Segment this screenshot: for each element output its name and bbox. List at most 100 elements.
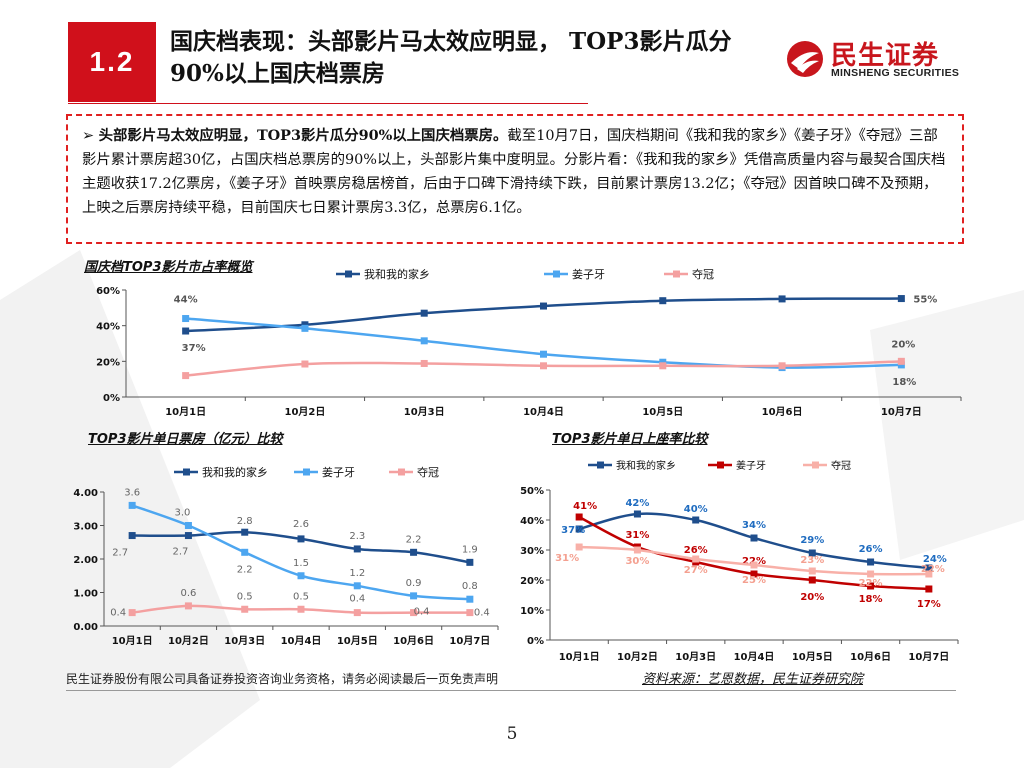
c2-x-tick-label: 10月2日 [168, 635, 209, 647]
c3-data-label: 24% [923, 554, 947, 565]
c3-legend-marker [812, 461, 819, 469]
c3-x-tick-label: 10月4日 [734, 651, 775, 663]
daily-boxoffice-chart: 0.00 1.00 2.00 3.00 4.00 10月1日 10月2日 10月3日 10月4日… [73, 465, 499, 647]
c1-data-point [659, 358, 667, 366]
c2-y-tick-label: 3.00 [73, 522, 98, 533]
c3-legend-label: 夺冠 [831, 459, 851, 472]
c3-y-tick-label: 10% [520, 606, 544, 617]
c2-data-label: 1.9 [462, 544, 478, 555]
c2-x-tick-label: 10月1日 [112, 635, 153, 647]
c3-data-point [750, 570, 758, 578]
c3-legend-label: 我和我的家乡 [616, 459, 676, 472]
c3-x-tick-label: 10月3日 [675, 651, 716, 663]
c1-legend-label: 我和我的家乡 [364, 267, 430, 281]
c1-legend-label: 夺冠 [692, 268, 714, 281]
chart1-title: 国庆档TOP3影片市占率概览 [84, 260, 253, 275]
c2-data-label: 2.7 [172, 547, 188, 558]
page-number: 5 [506, 724, 518, 744]
c1-x-tick-label: 10月1日 [165, 406, 206, 418]
c3-data-label: 37% [561, 525, 585, 536]
c1-data-point [420, 309, 428, 317]
c3-data-point [750, 534, 758, 542]
c1-data-point [301, 324, 309, 332]
c2-data-label: 2.8 [237, 516, 253, 527]
c2-data-label: 0.6 [180, 588, 196, 599]
c1-data-label: 55% [913, 295, 937, 306]
footer-divider [66, 690, 956, 691]
c2-y-tick-label: 4.00 [73, 488, 98, 499]
c2-data-point [466, 595, 474, 603]
c3-y-tick-label: 50% [520, 486, 544, 497]
c3-data-point [925, 585, 933, 593]
c3-data-point [867, 582, 875, 590]
c1-data-point [182, 327, 190, 335]
c1-legend-marker [673, 270, 680, 278]
c3-data-label: 40% [684, 504, 708, 515]
summary-body: 截至10月7日，国庆档期间《我和我的家乡》《姜子牙》《夺冠》三部影片累计票房超3… [82, 128, 946, 216]
c1-data-point [301, 360, 309, 368]
c2-data-point [128, 532, 136, 540]
c3-data-label: 31% [625, 530, 649, 541]
c1-data-point [659, 362, 667, 370]
c3-data-point [808, 576, 816, 584]
c2-data-point [128, 501, 136, 509]
c1-data-label: 20% [891, 339, 915, 350]
c2-data-label: 0.9 [406, 578, 422, 589]
c3-legend-marker [597, 461, 604, 469]
c2-data-point [241, 548, 249, 556]
c2-data-point [297, 605, 305, 613]
c2-data-point [128, 609, 136, 617]
c3-data-point [925, 564, 933, 572]
c3-data-label: 26% [684, 545, 708, 556]
c3-x-tick-label: 10月7日 [908, 651, 949, 663]
c2-data-label: 0.4 [110, 608, 126, 619]
c1-data-point [778, 295, 786, 303]
c2-data-label: 0.4 [414, 607, 430, 618]
c1-y-tick-label: 40% [96, 322, 120, 333]
chart3-title: TOP3影片单日上座率比较 [552, 432, 708, 447]
c3-data-label: 27% [684, 565, 708, 576]
c1-y-tick-label: 60% [96, 286, 120, 297]
c3-data-label: 29% [800, 535, 824, 546]
c3-y-tick-label: 20% [520, 576, 544, 587]
c2-legend-label: 我和我的家乡 [202, 465, 268, 479]
c2-legend-label: 姜子牙 [322, 465, 355, 479]
c3-data-point [633, 510, 641, 518]
c2-data-label: 2.6 [293, 519, 309, 530]
c3-x-tick-label: 10月2日 [617, 651, 658, 663]
c1-data-point [420, 359, 428, 367]
c2-data-label: 1.2 [349, 568, 365, 579]
c3-data-label: 22% [859, 578, 883, 589]
c2-data-point [353, 609, 361, 617]
c3-data-point [575, 513, 583, 521]
c2-data-point [297, 572, 305, 580]
logo-text-cn: 民生证券 [831, 41, 940, 71]
c2-data-point [410, 609, 418, 617]
c3-data-label: 42% [625, 498, 649, 509]
c2-data-label: 3.6 [124, 487, 140, 498]
c3-data-label: 41% [573, 501, 597, 512]
c3-data-label: 17% [917, 599, 941, 610]
c2-data-label: 0.8 [462, 581, 478, 592]
c3-data-point [750, 561, 758, 569]
c1-data-point [182, 315, 190, 323]
c3-data-label: 30% [625, 556, 649, 567]
c1-data-label: 37% [182, 343, 206, 354]
c1-data-label: 44% [174, 295, 198, 306]
c3-data-point [808, 549, 816, 557]
minsheng-logo: 民生证券 MINSHENG SECURITIES [785, 35, 975, 85]
c2-x-tick-label: 10月4日 [281, 635, 322, 647]
c3-y-tick-label: 0% [527, 636, 544, 647]
c2-data-label: 0.5 [237, 591, 253, 602]
c3-data-point [692, 555, 700, 563]
c2-data-label: 2.3 [349, 531, 365, 542]
c1-x-tick-label: 10月2日 [284, 406, 325, 418]
c3-data-label: 23% [800, 555, 824, 566]
c1-x-tick-label: 10月6日 [762, 406, 803, 418]
c2-x-tick-label: 10月6日 [393, 635, 434, 647]
c2-legend-label: 夺冠 [417, 466, 439, 479]
c2-data-label: 0.4 [349, 594, 365, 605]
c3-data-label: 34% [742, 520, 766, 531]
logo-icon [787, 41, 823, 77]
c1-legend-marker [553, 270, 560, 278]
